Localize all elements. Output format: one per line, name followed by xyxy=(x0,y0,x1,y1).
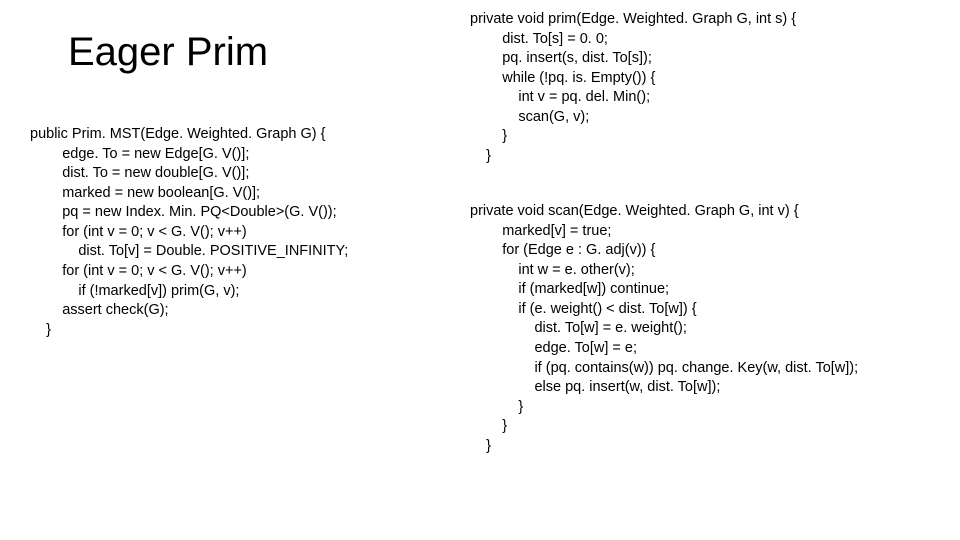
page-title: Eager Prim xyxy=(68,30,268,75)
code-block-constructor: public Prim. MST(Edge. Weighted. Graph G… xyxy=(30,125,348,340)
code-block-scan: private void scan(Edge. Weighted. Graph … xyxy=(470,202,858,456)
code-block-prim: private void prim(Edge. Weighted. Graph … xyxy=(470,10,796,167)
